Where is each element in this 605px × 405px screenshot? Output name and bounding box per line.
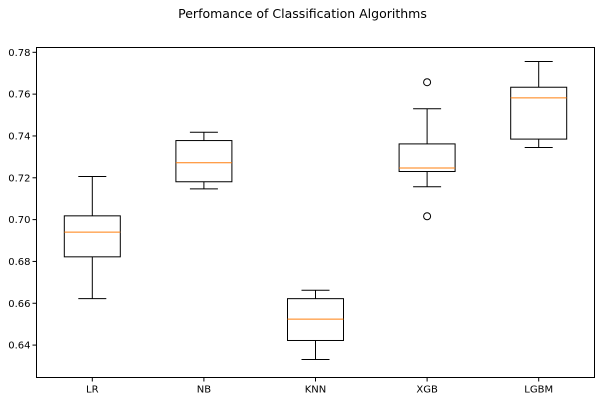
x-tick-label: KNN — [305, 385, 327, 396]
box-iqr — [63, 215, 121, 258]
box-group-nb — [175, 131, 233, 190]
x-tick-label: XGB — [416, 385, 438, 396]
box-group-lgbm — [510, 61, 568, 148]
y-tick-label: 0.66 — [8, 299, 30, 310]
boxes-layer — [63, 61, 568, 361]
outlier-point — [423, 78, 432, 87]
y-axis: 0.64 0.66 0.68 0.70 0.72 0.74 0.76 0.78 — [8, 48, 37, 352]
box-iqr — [175, 140, 233, 183]
outlier-point — [423, 212, 432, 221]
y-tick-label: 0.64 — [8, 341, 30, 352]
x-tick-label: NB — [197, 385, 211, 396]
y-tick-label: 0.78 — [8, 48, 30, 59]
y-tick-label: 0.72 — [8, 173, 30, 184]
y-tick-label: 0.70 — [8, 215, 30, 226]
y-tick-label: 0.68 — [8, 257, 30, 268]
box-group-lr — [63, 176, 121, 300]
y-tick-label: 0.74 — [8, 131, 30, 142]
box-group-knn — [287, 289, 344, 361]
x-tick-label: LGBM — [524, 385, 553, 396]
box-group-xgb — [398, 78, 456, 221]
x-tick-label: LR — [86, 385, 99, 396]
y-tick-label: 0.76 — [8, 90, 30, 101]
box-iqr — [398, 143, 456, 173]
x-axis: LR NB KNN XGB LGBM — [86, 377, 553, 396]
chart-title: Perfomance of Classification Algorithms — [178, 6, 427, 21]
box-iqr — [510, 86, 568, 140]
